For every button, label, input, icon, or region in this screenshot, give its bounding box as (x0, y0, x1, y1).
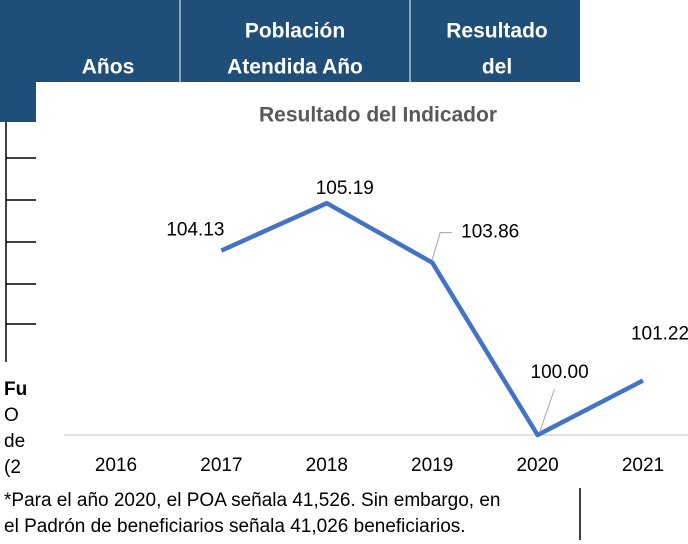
footnote: *Para el año 2020, el POA señala 41,526.… (4, 490, 500, 511)
x-tick-label: 2020 (516, 455, 558, 476)
partial-text: O (4, 405, 19, 426)
chart-area (36, 82, 688, 487)
data-label: 105.19 (316, 178, 374, 199)
data-label: 101.22 (631, 324, 688, 345)
x-tick-label: 2016 (95, 455, 137, 476)
header-cell: Años (82, 56, 135, 79)
header-cell: Población (245, 20, 345, 43)
header-cell: Resultado (446, 20, 548, 43)
partial-text: (2 (4, 457, 21, 478)
header-cell: del (482, 56, 512, 79)
data-label: 104.13 (166, 220, 224, 241)
leader-line (539, 388, 556, 433)
chart-title: Resultado del Indicador (259, 104, 497, 127)
footnote: el Padrón de beneficiarios señala 41,026… (4, 516, 466, 537)
data-label: 100.00 (531, 362, 589, 383)
partial-text: de (4, 431, 25, 452)
data-label: 103.86 (461, 222, 519, 243)
x-tick-label: 2017 (200, 455, 242, 476)
data-line (220, 200, 645, 438)
x-tick-label: 2021 (622, 455, 664, 476)
leader-line (431, 232, 453, 260)
header-cell: Atendida Año (227, 56, 363, 79)
x-tick-label: 2018 (306, 455, 348, 476)
partial-text: Fu (4, 379, 27, 400)
x-tick-label: 2019 (411, 455, 453, 476)
